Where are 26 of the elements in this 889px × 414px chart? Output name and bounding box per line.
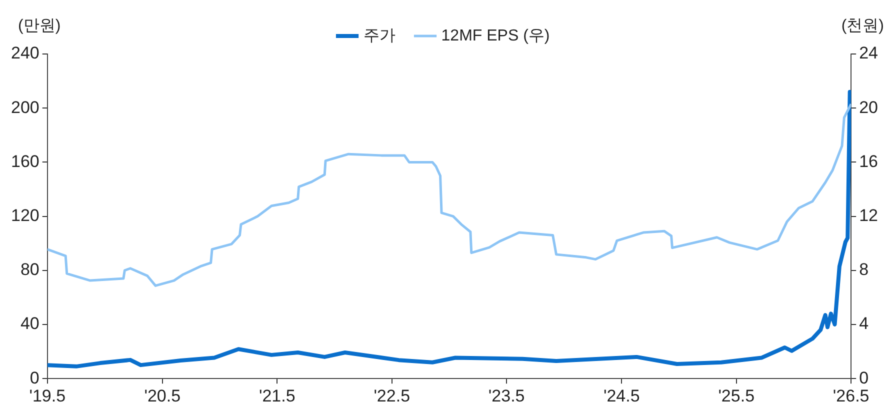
y2-axis-title: (천원) xyxy=(841,17,884,34)
x-tick-label: '20.5 xyxy=(144,386,181,406)
y2-tick-label: 12 xyxy=(859,206,878,225)
x-tick-label: '23.5 xyxy=(488,386,525,406)
x-tick-label: '19.5 xyxy=(29,386,66,406)
legend-label: 주가 xyxy=(363,27,396,44)
legend-label: 12MF EPS (우) xyxy=(441,27,550,44)
y2-tick-label: 8 xyxy=(859,260,869,280)
y-tick-label: 120 xyxy=(10,206,40,225)
x-tick-label: '22.5 xyxy=(374,386,410,406)
y-tick-label: 80 xyxy=(20,260,40,280)
y-tick-label: 0 xyxy=(30,368,40,388)
y2-tick-label: 20 xyxy=(859,98,878,117)
y2-tick-label: 4 xyxy=(859,314,869,334)
x-tick-label: '24.5 xyxy=(603,386,640,406)
y2-tick-label: 0 xyxy=(859,368,869,388)
y-axis-title: (만원) xyxy=(18,17,61,34)
y-tick-label: 160 xyxy=(10,152,40,171)
x-tick-label: '26.5 xyxy=(832,386,870,406)
x-tick-label: '21.5 xyxy=(258,386,296,406)
y-tick-label: 200 xyxy=(10,98,40,117)
x-tick-label: '25.5 xyxy=(718,386,755,406)
y2-tick-label: 24 xyxy=(859,44,878,63)
y-tick-label: 40 xyxy=(20,314,40,334)
y-tick-label: 240 xyxy=(10,44,40,63)
y2-tick-label: 16 xyxy=(859,152,878,171)
